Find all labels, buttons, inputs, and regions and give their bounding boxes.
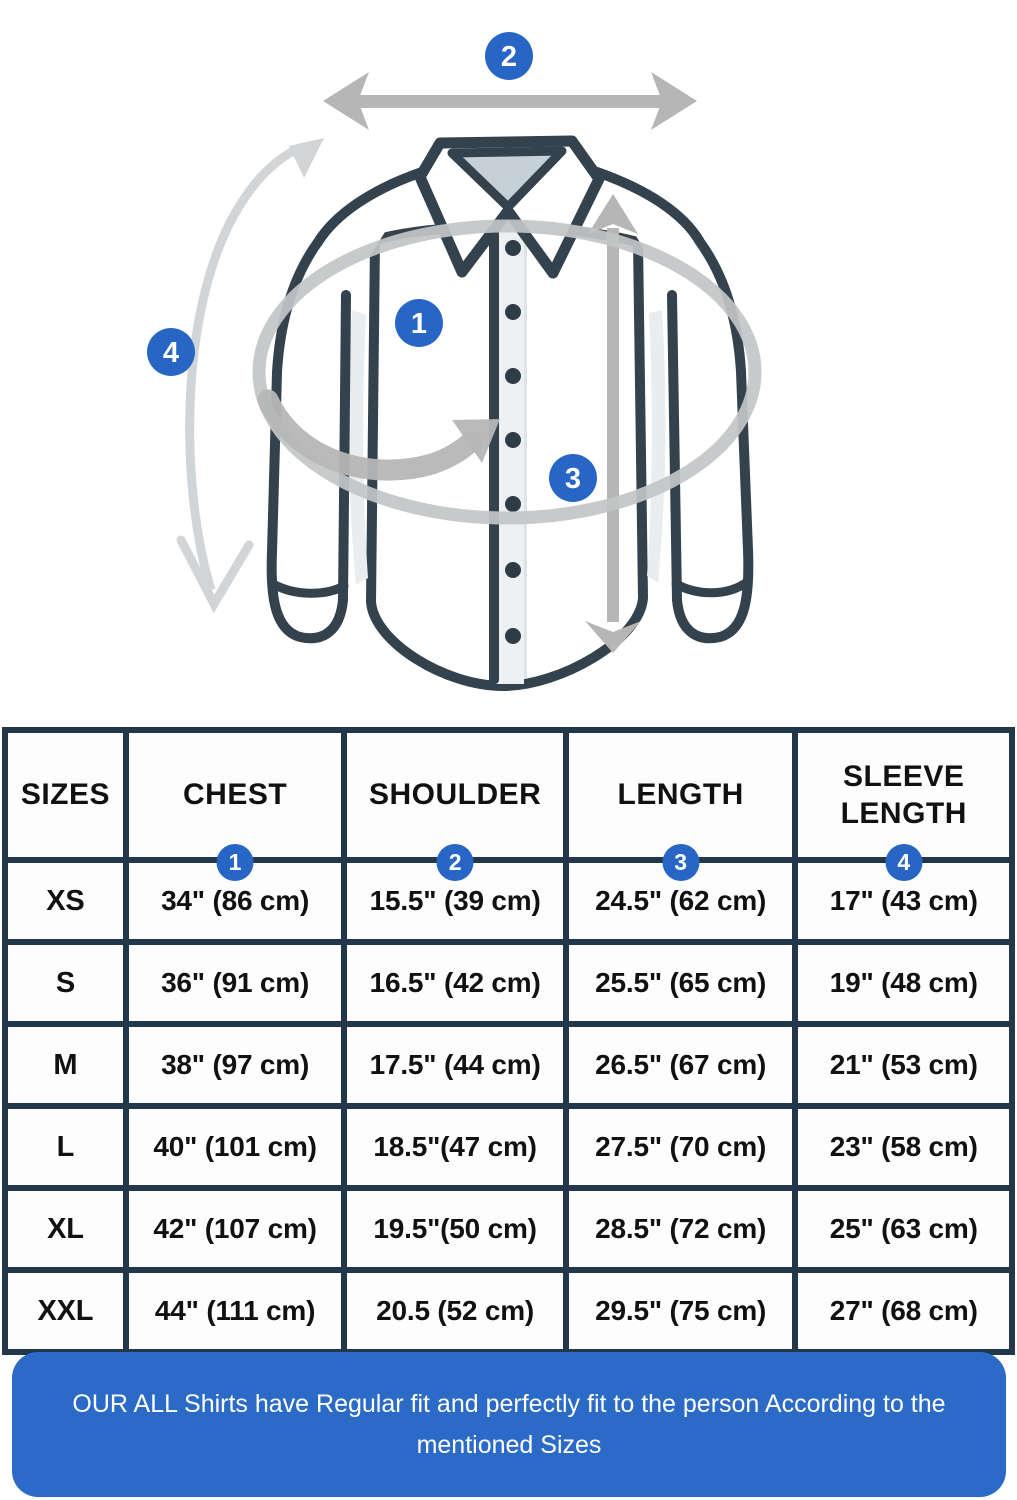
chest-cell: 36" (91 cm) [122,939,348,1027]
fit-note-line2: mentioned Sizes [416,1430,602,1459]
length-cell: 29.5" (75 cm) [562,1267,799,1355]
shoulder-cell: 17.5" (44 cm) [341,1021,569,1109]
shirt-illustration [266,167,754,691]
size-cell: XXL [2,1267,129,1355]
size-cell: S [2,939,129,1027]
shoulder-arrow-icon [323,72,697,130]
length-cell: 26.5" (67 cm) [562,1021,799,1109]
shoulder-badge: 2 [436,844,474,881]
shoulder-cell: 20.5 (52 cm) [341,1267,569,1355]
sleeve-cell: 23" (58 cm) [792,1103,1015,1191]
header-label: SIZES [20,778,111,812]
header-label: SLEEVE LENGTH [840,759,967,831]
table-row-xxl: XXL 44" (111 cm) 20.5 (52 cm) 29.5" (75 … [2,1267,1015,1355]
chest-cell: 38" (97 cm) [122,1021,348,1109]
sleeve-cell: 21" (53 cm) [792,1021,1015,1109]
header-label: LENGTH [617,778,744,812]
measure-badge-sleeve: 4 [147,328,195,376]
chest-measure-ellipse-icon [252,219,762,525]
table-row-s: S 36" (91 cm) 16.5" (42 cm) 25.5" (65 cm… [2,939,1015,1027]
header-chest: CHEST 1 [122,727,348,881]
header-sizes: SIZES [2,727,129,863]
header-shoulder: SHOULDER 2 [341,727,569,881]
sleeve-cell: 25" (63 cm) [792,1185,1015,1273]
shoulder-cell: 16.5" (42 cm) [341,939,569,1027]
size-cell: XS [2,857,129,945]
header-label: CHEST [182,778,288,812]
size-cell: M [2,1021,129,1109]
sleeve-cell: 27" (68 cm) [792,1267,1015,1355]
collar [414,135,605,279]
sleeve-length-badge: 4 [885,844,923,881]
shirt-diagram-svg: 1 2 3 4 [147,32,762,691]
svg-text:3: 3 [565,463,581,495]
length-cell: 24.5" (62 cm) [562,857,799,945]
length-cell: 28.5" (72 cm) [562,1185,799,1273]
svg-text:2: 2 [501,41,517,73]
size-chart-table: SIZES CHEST 1 SHOULDER 2 LENGTH 3 SLEEVE… [2,727,1015,1355]
size-cell: XL [2,1185,129,1273]
length-cell: 25.5" (65 cm) [562,939,799,1027]
placket [489,212,527,684]
size-cell: L [2,1103,129,1191]
header-sleeve-length: SLEEVE LENGTH 4 [792,727,1015,881]
chest-badge: 1 [216,844,254,881]
measure-badge-shoulder: 2 [485,32,533,80]
shoulder-cell: 18.5"(47 cm) [341,1103,569,1191]
header-length: LENGTH 3 [562,727,799,881]
svg-text:1: 1 [411,308,427,340]
fit-note-banner: OUR ALL Shirts have Regular fit and perf… [12,1352,1006,1497]
table-row-xl: XL 42" (107 cm) 19.5"(50 cm) 28.5" (72 c… [2,1185,1015,1273]
table-row-l: L 40" (101 cm) 18.5"(47 cm) 27.5" (70 cm… [2,1103,1015,1191]
header-row: SIZES CHEST 1 SHOULDER 2 LENGTH 3 SLEEVE… [2,727,1015,881]
length-cell: 27.5" (70 cm) [562,1103,799,1191]
table-row-xs: XS 34" (86 cm) 15.5" (39 cm) 24.5" (62 c… [2,857,1015,945]
fit-note-line1: OUR ALL Shirts have Regular fit and perf… [72,1390,946,1418]
header-label: SHOULDER [368,778,542,812]
sleeve-cell: 19" (48 cm) [792,939,1015,1027]
shoulder-cell: 19.5"(50 cm) [341,1185,569,1273]
chest-cell: 44" (111 cm) [122,1267,348,1355]
svg-text:4: 4 [163,337,179,369]
sleeve-length-arrow-icon [176,138,324,614]
measure-badge-chest: 1 [395,299,443,347]
shirt-measurement-diagram: 1 2 3 4 [0,0,1017,728]
length-arrow-icon [585,194,641,653]
diagram-badges: 1 2 3 4 [147,32,597,502]
chest-cell: 42" (107 cm) [122,1185,348,1273]
chest-cell: 40" (101 cm) [122,1103,348,1191]
length-badge: 3 [662,844,700,881]
buttons [505,240,521,644]
measure-badge-length: 3 [549,454,597,502]
table-row-m: M 38" (97 cm) 17.5" (44 cm) 26.5" (67 cm… [2,1021,1015,1109]
